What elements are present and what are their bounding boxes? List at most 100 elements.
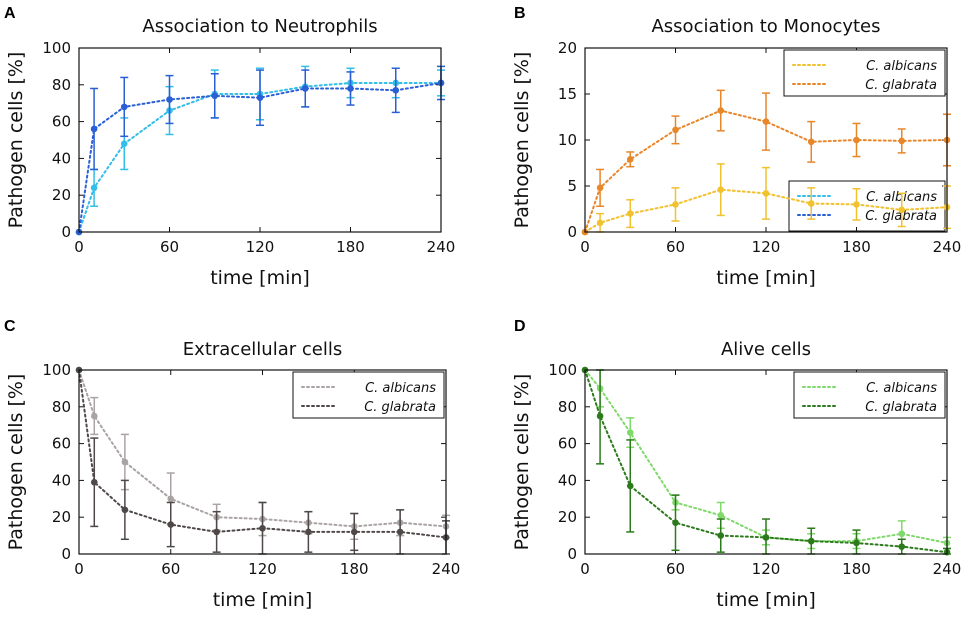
data-point [120, 103, 128, 111]
legend-label: C. albicans [866, 381, 937, 396]
x-tick-label: 0 [580, 238, 590, 256]
data-point [121, 458, 129, 466]
data-point [121, 506, 129, 514]
y-tick-label: 0 [61, 545, 71, 563]
x-tick-label: 180 [842, 238, 871, 256]
data-point [762, 118, 770, 125]
y-tick-label: 0 [61, 223, 71, 241]
data-point [120, 140, 128, 147]
data-point [853, 539, 860, 547]
plot-frame [78, 369, 447, 555]
legend-label: C. glabrata [865, 400, 937, 415]
y-tick-label: 20 [52, 186, 71, 204]
legend-label: C. glabrata [364, 400, 436, 415]
data-point [396, 528, 404, 536]
data-point [898, 206, 906, 214]
y-tick-label: 15 [558, 85, 577, 103]
plot-frame [584, 47, 948, 233]
data-point [256, 94, 264, 101]
plot-frame [78, 47, 442, 233]
y-axis-label: Pathogen cells [%] [511, 52, 533, 229]
data-point [350, 528, 358, 536]
panel-letter: D [514, 318, 526, 335]
series-line [78, 369, 447, 528]
data-point [672, 201, 679, 208]
data-point [717, 532, 725, 539]
data-point [90, 125, 98, 133]
data-point [305, 528, 312, 536]
y-tick-label: 0 [567, 223, 577, 241]
series-c-glabrata [75, 65, 445, 236]
x-axis-label: time [min] [213, 589, 313, 611]
x-tick-label: 120 [752, 560, 781, 578]
series-line [78, 82, 442, 233]
data-point [213, 528, 220, 536]
x-tick-label: 180 [336, 238, 365, 256]
series-line [584, 109, 948, 233]
legend: C. albicans C. glabrata [292, 371, 445, 419]
y-tick-label: 40 [52, 471, 71, 489]
y-tick-label: 100 [42, 361, 71, 379]
y-tick-label: 60 [52, 113, 71, 131]
data-point [347, 85, 354, 92]
data-point [807, 138, 815, 146]
data-point [853, 201, 860, 208]
y-tick-label: 60 [558, 435, 577, 453]
panel-letter: A [4, 5, 16, 22]
x-tick-label: 60 [666, 238, 685, 256]
y-tick-label: 40 [558, 471, 577, 489]
x-axis-label: time [min] [716, 267, 816, 289]
data-point [898, 137, 906, 145]
series-line [584, 188, 948, 233]
series-line [78, 82, 442, 233]
series-c-glabrata [581, 89, 951, 236]
data-point [90, 478, 98, 486]
legend: C. albicans C. glabrata [783, 49, 946, 97]
series-line [78, 369, 447, 539]
y-tick-label: 60 [52, 435, 71, 453]
data-point [259, 524, 266, 532]
chart-panel-b: B Association to Monocytes 0 60 120 180 240 0 5 1… [511, 5, 961, 289]
chart-title: Association to Neutrophils [142, 16, 377, 37]
legend-label: C. glabrata [865, 78, 937, 93]
y-tick-label: 20 [52, 508, 71, 526]
data-point [853, 136, 860, 144]
data-point [626, 210, 634, 217]
data-point [807, 537, 815, 545]
series-line [584, 369, 948, 544]
x-tick-label: 240 [432, 560, 461, 578]
legend-box [292, 371, 445, 419]
series-line [584, 369, 948, 554]
data-point [898, 543, 906, 550]
legend-box [793, 371, 946, 419]
data-point [672, 126, 679, 134]
y-tick-label: 0 [567, 545, 577, 563]
x-tick-label: 120 [248, 560, 277, 578]
y-tick-label: 80 [558, 398, 577, 416]
x-tick-label: 0 [74, 238, 84, 256]
x-tick-label: 120 [752, 238, 781, 256]
panel-letter: B [514, 5, 526, 22]
x-tick-label: 180 [842, 560, 871, 578]
data-point [626, 482, 634, 490]
y-axis-label: Pathogen cells [%] [5, 374, 27, 551]
x-tick-label: 0 [74, 560, 84, 578]
data-point [762, 534, 770, 541]
data-point [90, 412, 98, 420]
y-tick-label: 100 [548, 361, 577, 379]
y-tick-label: 5 [567, 177, 577, 195]
x-tick-label: 240 [933, 560, 962, 578]
series-c-albicans [581, 163, 951, 236]
x-tick-label: 60 [666, 560, 685, 578]
data-point [392, 87, 400, 94]
y-tick-label: 80 [52, 76, 71, 94]
legend-label: C. albicans [365, 381, 436, 396]
data-point [807, 200, 815, 207]
y-axis-label: Pathogen cells [%] [5, 52, 27, 229]
data-point [211, 92, 219, 100]
y-tick-label: 10 [558, 131, 577, 149]
y-tick-label: 20 [558, 39, 577, 57]
data-point [717, 186, 725, 193]
chart-title: Alive cells [721, 339, 811, 360]
